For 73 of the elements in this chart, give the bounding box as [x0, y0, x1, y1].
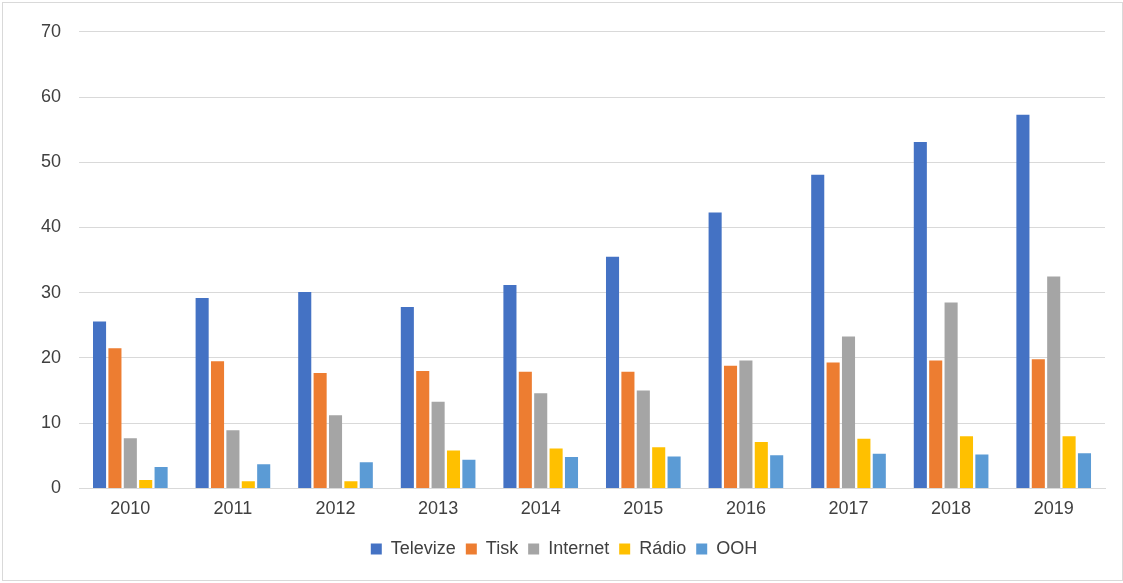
bar [929, 360, 943, 488]
bar [108, 348, 122, 488]
bar [1062, 436, 1076, 488]
y-tick-label: 50 [40, 151, 62, 172]
legend-label: Televize [390, 537, 456, 558]
bar [400, 307, 414, 488]
legend-label: Internet [548, 537, 610, 558]
bar [564, 457, 579, 488]
x-tick-label: 2012 [315, 498, 356, 519]
legend-label: OOH [716, 537, 758, 558]
bar [1077, 453, 1092, 488]
bar [210, 361, 225, 488]
bar [93, 321, 107, 488]
bar [313, 372, 327, 488]
bar [257, 464, 271, 488]
bar [1016, 114, 1030, 488]
bar [241, 481, 255, 488]
bar [298, 292, 312, 488]
bar [549, 448, 563, 488]
x-tick-label: 2010 [110, 498, 151, 519]
bar [739, 360, 753, 488]
bar [857, 438, 871, 488]
bar [139, 479, 153, 488]
bar [621, 371, 635, 488]
y-tick-label: 10 [40, 412, 62, 433]
x-tick-label: 2019 [1033, 498, 1074, 519]
bar [636, 390, 650, 488]
bar [975, 454, 989, 488]
bar [913, 142, 927, 488]
bar [503, 284, 517, 488]
bar [226, 430, 240, 488]
bar [431, 401, 445, 488]
bar [708, 212, 722, 488]
bar [872, 453, 886, 488]
x-tick-label: 2014 [520, 498, 561, 519]
y-tick-label: 40 [40, 216, 62, 237]
y-tick-label: 60 [40, 86, 62, 106]
bar [123, 438, 137, 488]
bar [1031, 359, 1045, 488]
bar [754, 442, 768, 488]
y-tick-label: 30 [40, 281, 62, 302]
x-tick-label: 2015 [623, 498, 664, 519]
x-tick-label: 2011 [213, 498, 253, 519]
x-tick-label: 2013 [418, 498, 459, 519]
bar [605, 256, 620, 488]
bar [359, 462, 373, 488]
bar [841, 336, 856, 488]
bar [416, 370, 430, 488]
bar [652, 447, 666, 488]
y-tick-label: 20 [40, 346, 62, 367]
legend-label: Tisk [485, 537, 520, 558]
bar [1047, 276, 1061, 488]
legend-label: Rádio [639, 537, 687, 558]
bar [826, 362, 840, 488]
bar [462, 459, 476, 488]
bar [344, 481, 358, 488]
bar [723, 365, 738, 488]
bar [518, 371, 532, 488]
bar [328, 415, 343, 488]
y-tick-label: 0 [51, 477, 62, 498]
bar [667, 456, 681, 488]
bar [811, 174, 825, 488]
bar [770, 455, 784, 488]
x-tick-label: 2018 [931, 498, 972, 519]
y-tick-label: 70 [40, 20, 62, 41]
bar [959, 436, 974, 488]
bar [944, 302, 958, 488]
x-tick-label: 2016 [725, 498, 766, 519]
bar [195, 297, 209, 488]
bar [154, 466, 168, 488]
x-tick-label: 2017 [828, 498, 869, 519]
bar [534, 393, 548, 488]
bar [446, 450, 461, 488]
